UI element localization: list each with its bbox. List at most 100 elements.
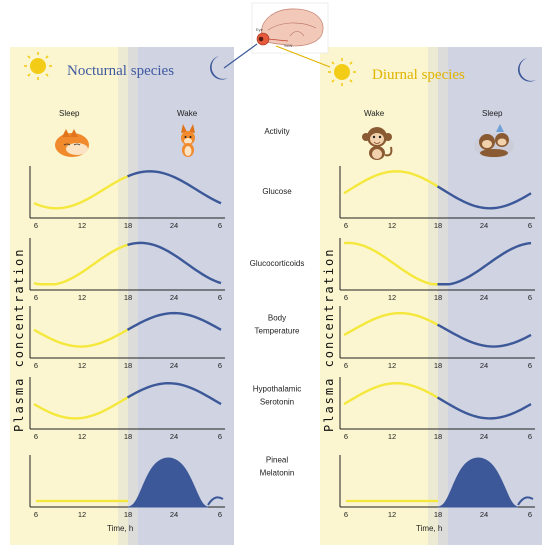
tick-label: 12 [388,361,396,370]
tick-label: 24 [480,361,488,370]
tick-label: 18 [434,361,442,370]
night-curve [207,496,224,506]
sun-icon [328,58,356,86]
right-sleep-label: Sleep [482,109,503,118]
tick-label: 12 [388,221,396,230]
tick-label: 24 [170,510,178,519]
tick-label: 6 [34,432,38,441]
tick-label: 6 [344,293,348,302]
eye-label: Eye [256,27,264,32]
tick-label: 12 [78,510,86,519]
melatonin-area [127,457,209,508]
row-label: Serotonin [260,398,294,407]
day-curve [33,328,129,348]
right-time-label: Time, h [416,524,442,533]
night-curve [436,396,532,420]
night-curve [436,185,532,210]
tick-label: 18 [434,293,442,302]
day-curve [343,241,438,286]
melatonin-area [437,457,519,508]
tick-label: 12 [78,361,86,370]
sun-icon [24,52,52,80]
night-curve [127,241,222,285]
tick-label: 6 [218,221,222,230]
nocturnal-panel [10,47,234,545]
night-curve [436,323,532,348]
tick-label: 18 [124,293,132,302]
tick-label: 18 [434,432,442,441]
tick-label: 6 [218,432,222,441]
tick-label: 6 [34,293,38,302]
row-label: Pineal [266,456,288,465]
connector-right [275,45,331,68]
left-time-label: Time, h [107,524,133,533]
tick-label: 6 [344,221,348,230]
tick-label: 24 [480,510,488,519]
row-label: Melatonin [260,469,295,478]
tick-label: 18 [124,221,132,230]
row-label: Body [268,314,286,323]
tick-label: 18 [124,432,132,441]
tick-label: 6 [34,510,38,519]
nocturnal-plots: 6 12 18 24 6 6 12 18 24 6 6 12 18 24 6 6 12 18 24 6 6 12 18 24 6 [29,166,225,519]
tick-label: 24 [480,293,488,302]
diurnal-plots: 6 12 18 24 6 6 12 18 24 6 6 12 18 24 6 6 12 18 24 6 6 12 18 24 6 [339,166,535,519]
tick-label: 6 [528,432,532,441]
tick-label: 12 [78,432,86,441]
row-label: Hypothalamic [253,385,301,394]
day-curve [33,396,129,420]
monkey-icon [474,124,514,158]
diurnal-title: Diurnal species [372,67,465,83]
tick-label: 18 [434,221,442,230]
left-sleep-label: Sleep [59,109,80,118]
tick-label: 24 [170,221,178,230]
tick-label: 24 [170,293,178,302]
tick-label: 6 [528,293,532,302]
connector-left [223,43,258,69]
tick-label: 18 [124,361,132,370]
tick-label: 6 [344,361,348,370]
brain-illustration-icon: Eye SCN [251,2,329,54]
tick-label: 6 [34,361,38,370]
tick-label: 6 [218,510,222,519]
tick-label: 6 [344,510,348,519]
fox-icon [55,129,89,157]
tick-label: 24 [170,361,178,370]
day-curve [343,382,439,406]
tick-label: 18 [124,510,132,519]
scn-label: SCN [284,43,293,48]
tick-label: 6 [344,432,348,441]
tick-label: 6 [218,293,222,302]
right-wake-label: Wake [364,109,385,118]
monkey-icon [362,127,393,160]
night-curve [126,311,222,331]
night-curve [437,241,532,286]
day-curve [33,175,128,210]
tick-label: 24 [480,432,488,441]
night-curve [127,170,222,205]
tick-label: 6 [528,510,532,519]
tick-label: 12 [388,510,396,519]
tick-label: 12 [388,432,396,441]
day-curve [343,311,439,337]
right-y-axis-label: Plasma concentration [322,248,336,433]
row-labels: Activity Glucose Glucocorticoids Body Temper… [250,127,305,478]
tick-label: 24 [480,221,488,230]
tick-label: 6 [218,361,222,370]
tick-label: 6 [528,221,532,230]
row-label: Temperature [255,327,300,336]
diurnal-panel [320,47,542,545]
left-wake-label: Wake [177,109,198,118]
night-curve [517,496,534,506]
tick-label: 12 [388,293,396,302]
tick-label: 18 [434,510,442,519]
nocturnal-title: Nocturnal species [67,63,174,79]
tick-label: 12 [78,293,86,302]
day-curve [343,170,439,195]
row-label: Glucose [262,187,292,196]
fox-icon [181,124,195,157]
left-y-axis-label: Plasma concentration [12,248,26,433]
tick-label: 24 [170,432,178,441]
